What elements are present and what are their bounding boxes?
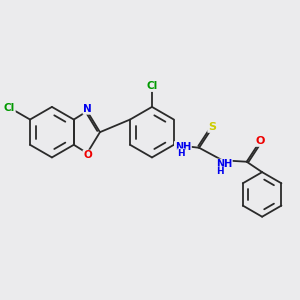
Text: O: O <box>255 136 264 146</box>
Text: H: H <box>178 149 185 158</box>
Text: Cl: Cl <box>4 103 15 113</box>
Text: NH: NH <box>216 159 232 170</box>
Text: NH: NH <box>175 142 191 152</box>
Text: H: H <box>216 167 224 176</box>
Text: N: N <box>83 104 92 114</box>
Text: O: O <box>83 151 92 160</box>
Text: Cl: Cl <box>146 81 158 91</box>
Text: S: S <box>208 122 216 132</box>
